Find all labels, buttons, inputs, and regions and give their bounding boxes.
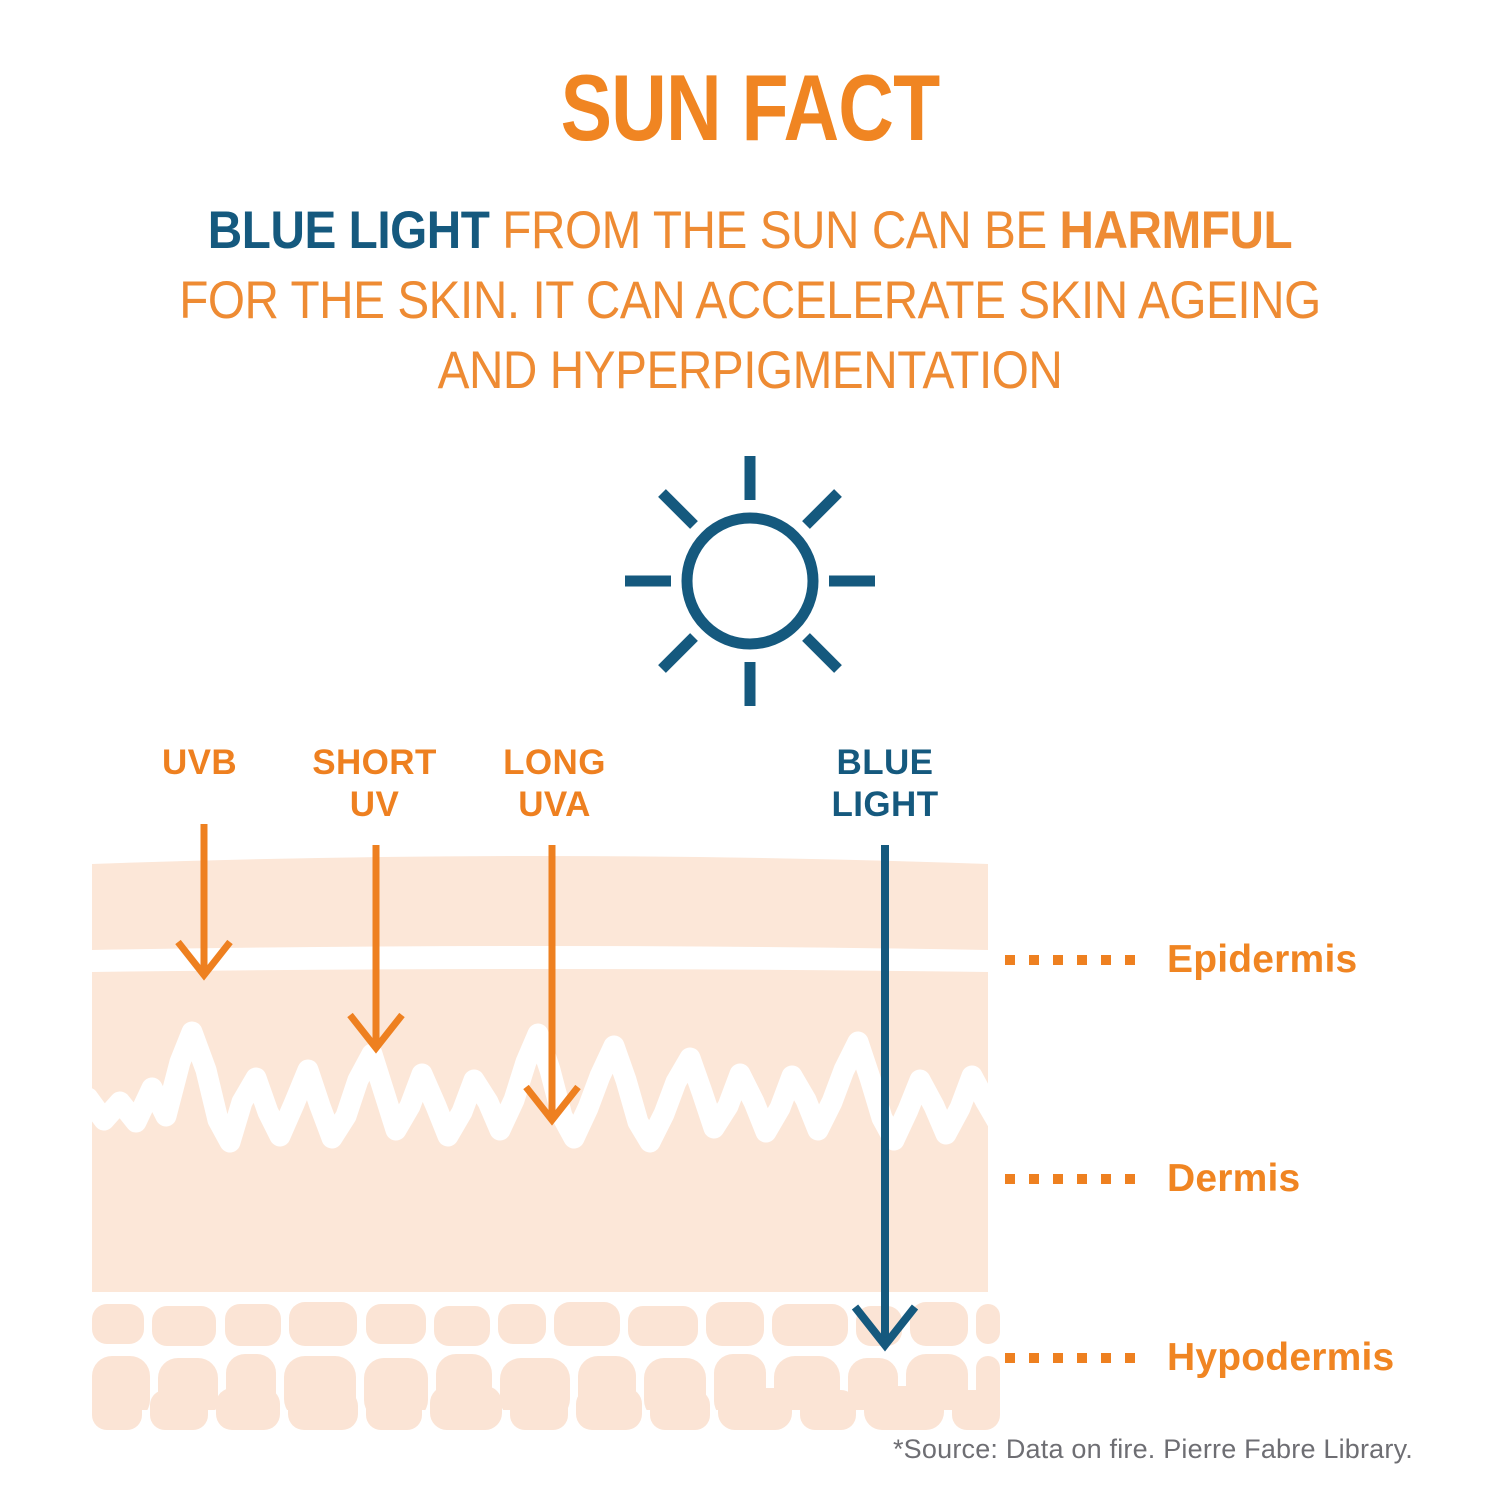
- arrow-long-uva: [523, 845, 581, 1126]
- subtitle-harmful: HARMFUL: [1059, 201, 1293, 260]
- subtitle-line-2: FOR THE SKIN. IT CAN ACCELERATE SKIN AGE…: [179, 271, 1321, 330]
- page-title: SUN FACT: [560, 55, 941, 160]
- beam-label-long-uva-line1: LONG: [503, 743, 606, 782]
- layer-label-hypodermis: Hypodermis: [1167, 1336, 1395, 1379]
- beam-label-long-uva: LONG UVA: [452, 742, 657, 826]
- arrow-blue-light: [851, 845, 919, 1352]
- leader-line-dermis: [1005, 1174, 1145, 1184]
- epidermis-dermis-separator: [92, 946, 988, 972]
- beam-label-short-uv-line2: UV: [349, 785, 400, 824]
- dermal-junction-wave: [92, 1021, 988, 1153]
- beam-label-short-uv-line1: SHORT: [312, 743, 437, 782]
- beam-label-long-uva-line2: UVA: [518, 785, 591, 824]
- layer-label-epidermis: Epidermis: [1167, 938, 1358, 981]
- beam-label-uvb: UVB: [112, 742, 287, 784]
- source-note: *Source: Data on fire. Pierre Fabre Libr…: [892, 1434, 1413, 1464]
- subtitle-blue-light: BLUE LIGHT: [207, 201, 490, 260]
- hypodermis-bottom-row: [92, 1386, 1000, 1430]
- beam-label-uvb-line1: UVB: [161, 743, 238, 782]
- skin-layer-epidermis: [92, 856, 988, 955]
- skin-cross-section-diagram: [92, 856, 1000, 1410]
- layer-callout-epidermis: Epidermis: [1005, 938, 1357, 982]
- layer-label-dermis: Dermis: [1167, 1157, 1301, 1200]
- subtitle: BLUE LIGHT FROM THE SUN CAN BE HARMFUL F…: [90, 196, 1410, 406]
- beam-label-blue-light: BLUE LIGHT: [790, 742, 980, 826]
- subtitle-line-1-middle: FROM THE SUN CAN BE: [489, 201, 1060, 260]
- layer-callout-dermis: Dermis: [1005, 1157, 1300, 1201]
- arrow-short-uv: [347, 845, 405, 1054]
- leader-line-hypodermis: [1005, 1353, 1145, 1363]
- layer-callout-hypodermis: Hypodermis: [1005, 1336, 1394, 1380]
- skin-layer-dermis: [92, 967, 988, 1292]
- arrow-uvb: [175, 824, 233, 981]
- subtitle-line-1: BLUE LIGHT FROM THE SUN CAN BE HARMFUL: [156, 196, 1344, 266]
- subtitle-line-3: AND HYPERPIGMENTATION: [437, 341, 1063, 400]
- beam-label-short-uv: SHORT UV: [272, 742, 477, 826]
- light-beam-arrows: [175, 824, 919, 1352]
- beam-label-blue-light-line2: LIGHT: [831, 785, 939, 824]
- leader-line-epidermis: [1005, 955, 1145, 965]
- beam-label-blue-light-line1: BLUE: [836, 743, 934, 782]
- sun-icon: [625, 456, 875, 706]
